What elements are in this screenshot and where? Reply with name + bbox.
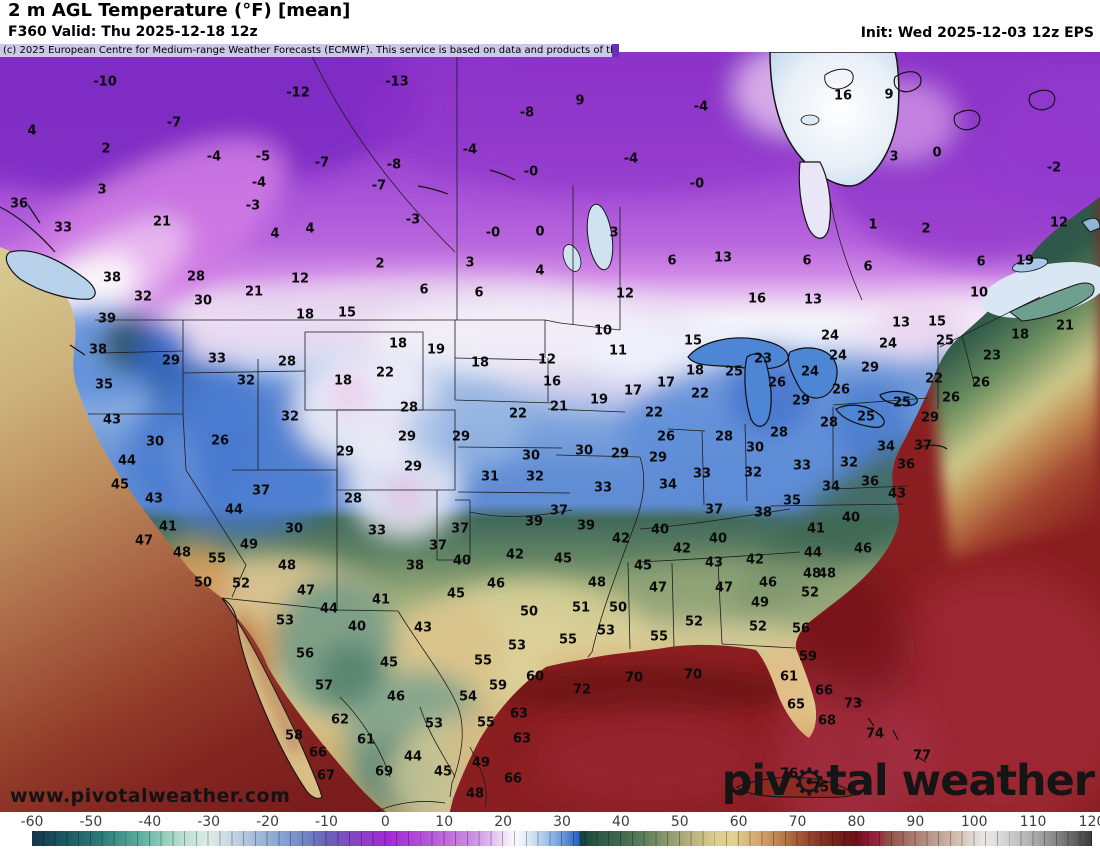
gear-icon: ⚙: [792, 760, 827, 804]
lake-ontario: [879, 390, 918, 407]
logo-text-prefix: piv: [721, 756, 794, 806]
forecast-valid-time: F360 Valid: Thu 2025-12-18 12z: [8, 24, 258, 40]
logo-text-suffix: tal weather: [826, 756, 1095, 806]
colorbar-tick-label: -60: [20, 814, 44, 830]
james-bay: [798, 161, 831, 239]
colorbar-gradient: [32, 831, 1092, 846]
anticosti-island: [1011, 257, 1049, 273]
watermark-link[interactable]: www.pivotalweather.com: [10, 785, 291, 807]
colorbar-tick-label: 60: [729, 814, 748, 830]
cuba: [735, 776, 854, 799]
colorbar-tick-label: 80: [847, 814, 866, 830]
newfoundland: [1081, 217, 1100, 233]
page-title: 2 m AGL Temperature (°F) [mean]: [8, 0, 351, 21]
baja-ridge: [235, 613, 301, 754]
colorbar-tick-label: -20: [256, 814, 279, 830]
colorbar-tick-label: 90: [906, 814, 925, 830]
lake-manitoba: [562, 244, 582, 272]
header-bar: 2 m AGL Temperature (°F) [mean] F360 Val…: [0, 0, 1100, 52]
colorbar-tick-label: 30: [553, 814, 571, 830]
colorbar-tick-label: 110: [1019, 814, 1047, 830]
copyright-notice: (c) 2025 European Centre for Medium-rang…: [0, 44, 612, 57]
lake-huron: [787, 347, 838, 399]
great-lakes: [687, 337, 918, 428]
lake-michigan: [744, 353, 772, 427]
coast-islands: [0, 71, 1056, 763]
political-borders: [88, 52, 1041, 812]
colorbar-tick-label: -40: [138, 814, 162, 830]
hudson-bay: [769, 52, 900, 187]
colorbar-tick-label: 70: [788, 814, 807, 830]
colorbar-segment-lines: [32, 831, 1092, 846]
pacific-ocean: [0, 247, 387, 812]
nova-scotia: [1009, 282, 1095, 322]
colorbar-tick-label: 50: [670, 814, 689, 830]
colorbar-tick-label: -50: [79, 814, 103, 830]
vancouver-island: [5, 250, 96, 300]
colorbar-tick-label: 100: [960, 814, 988, 830]
colorbar-tick-label: -10: [315, 814, 338, 830]
model-init-time: Init: Wed 2025-12-03 12z EPS: [860, 25, 1094, 41]
belcher-islands: [800, 114, 820, 126]
pivotal-weather-logo[interactable]: piv⚙tal weather: [721, 756, 1095, 806]
colorbar-tick-label: 120: [1078, 814, 1100, 830]
copyright-bar-end-block: [612, 44, 619, 57]
lake-erie: [835, 404, 885, 428]
colorbar-tick-labels: -60 -50 -40 -30 -20 -10 0 10 20 30 40 50 60 70 80 90 100…: [0, 814, 1100, 830]
southampton-island: [824, 68, 854, 90]
colorbar-tick-label: 0: [380, 814, 390, 830]
colorbar-tick-label: -30: [197, 814, 221, 830]
lake-winnipeg: [586, 203, 614, 271]
colorbar-footer: -60 -50 -40 -30 -20 -10 0 10 20 30 40 50 60 70 80 90 100…: [0, 812, 1100, 850]
colorbar-tick-label: 20: [494, 814, 513, 830]
colorbar-tick-label: 40: [611, 814, 630, 830]
colorbar-tick-label: 10: [435, 814, 454, 830]
